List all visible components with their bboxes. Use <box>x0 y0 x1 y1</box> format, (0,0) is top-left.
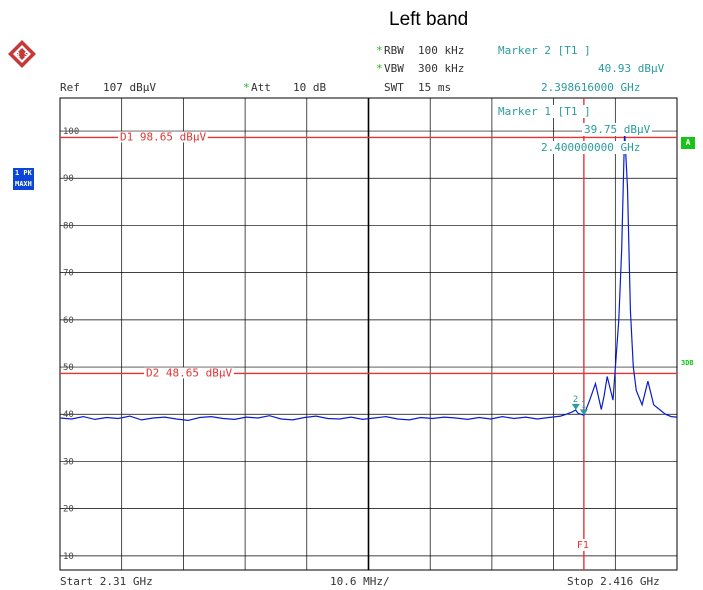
logo-letters: R S <box>16 51 29 59</box>
vbw-star: * <box>376 62 383 75</box>
ref-value: 107 dBµV <box>103 81 156 94</box>
rbw-label: RBW <box>384 44 404 57</box>
limit-label-bg <box>118 131 208 143</box>
att-star: * <box>243 81 250 94</box>
f1-label-bg <box>574 539 595 551</box>
footer-start: Start 2.31 GHz <box>60 575 153 588</box>
y-tick-label: 90 <box>63 174 74 184</box>
y-tick-label: 30 <box>63 457 74 467</box>
footer-span-div: 10.6 MHz/ <box>330 575 390 588</box>
y-tick-label: 10 <box>63 552 74 562</box>
marker-1-level: 39.75 dBµV <box>584 123 651 136</box>
page-title: Left band <box>389 9 469 30</box>
annotation-a: A <box>681 137 695 149</box>
att-value: 10 dB <box>293 81 327 94</box>
marker-2-freq: 2.398616000 GHz <box>541 81 641 94</box>
trace-badge-pk: 1 PK <box>13 168 34 179</box>
y-tick-label: 50 <box>63 363 74 373</box>
marker-2-title: Marker 2 [T1 ] <box>498 44 591 57</box>
marker-2-label: 2 <box>573 395 578 405</box>
rbw-value: 100 kHz <box>418 44 465 57</box>
marker-1-title: Marker 1 [T1 ] <box>498 105 591 118</box>
trace-badge-maxh: MAXH <box>13 179 34 190</box>
limit-label-d1: D1 98.65 dBµV <box>120 130 206 143</box>
att-label: Att <box>251 81 271 94</box>
y-tick-label: 80 <box>63 221 74 231</box>
y-tick-label: 40 <box>63 410 74 420</box>
vbw-label: VBW <box>384 62 404 75</box>
y-tick-label: 100 <box>63 127 79 137</box>
rohde-schwarz-logo-icon: R S <box>8 40 36 68</box>
f1-label: F1 <box>577 540 589 551</box>
marker-1-readout-bg <box>496 105 593 118</box>
rbw-star: * <box>376 44 383 57</box>
y-tick-label: 60 <box>63 316 74 326</box>
limit-label-d2: D2 48.65 dBµV <box>146 366 232 379</box>
y-tick-label: 20 <box>63 505 74 515</box>
swt-label: SWT <box>384 81 404 94</box>
marker-1-freq: 2.400000000 GHz <box>541 141 640 154</box>
marker-1-readout-bg <box>582 123 652 136</box>
marker-1-label: 1 <box>581 400 586 410</box>
annotation-3db: 3DB <box>681 359 694 367</box>
limit-label-bg <box>144 367 234 379</box>
swt-value: 15 ms <box>418 81 452 94</box>
marker-2-level: 40.93 dBµV <box>598 62 665 75</box>
footer-stop: Stop 2.416 GHz <box>567 575 660 588</box>
y-tick-label: 70 <box>63 269 74 279</box>
marker-1-readout-bg <box>539 141 642 154</box>
vbw-value: 300 kHz <box>418 62 465 75</box>
marker-1-triangle <box>579 409 588 416</box>
marker-2-triangle <box>571 403 580 410</box>
spectrum-trace <box>59 130 678 422</box>
ref-label: Ref <box>60 81 80 94</box>
